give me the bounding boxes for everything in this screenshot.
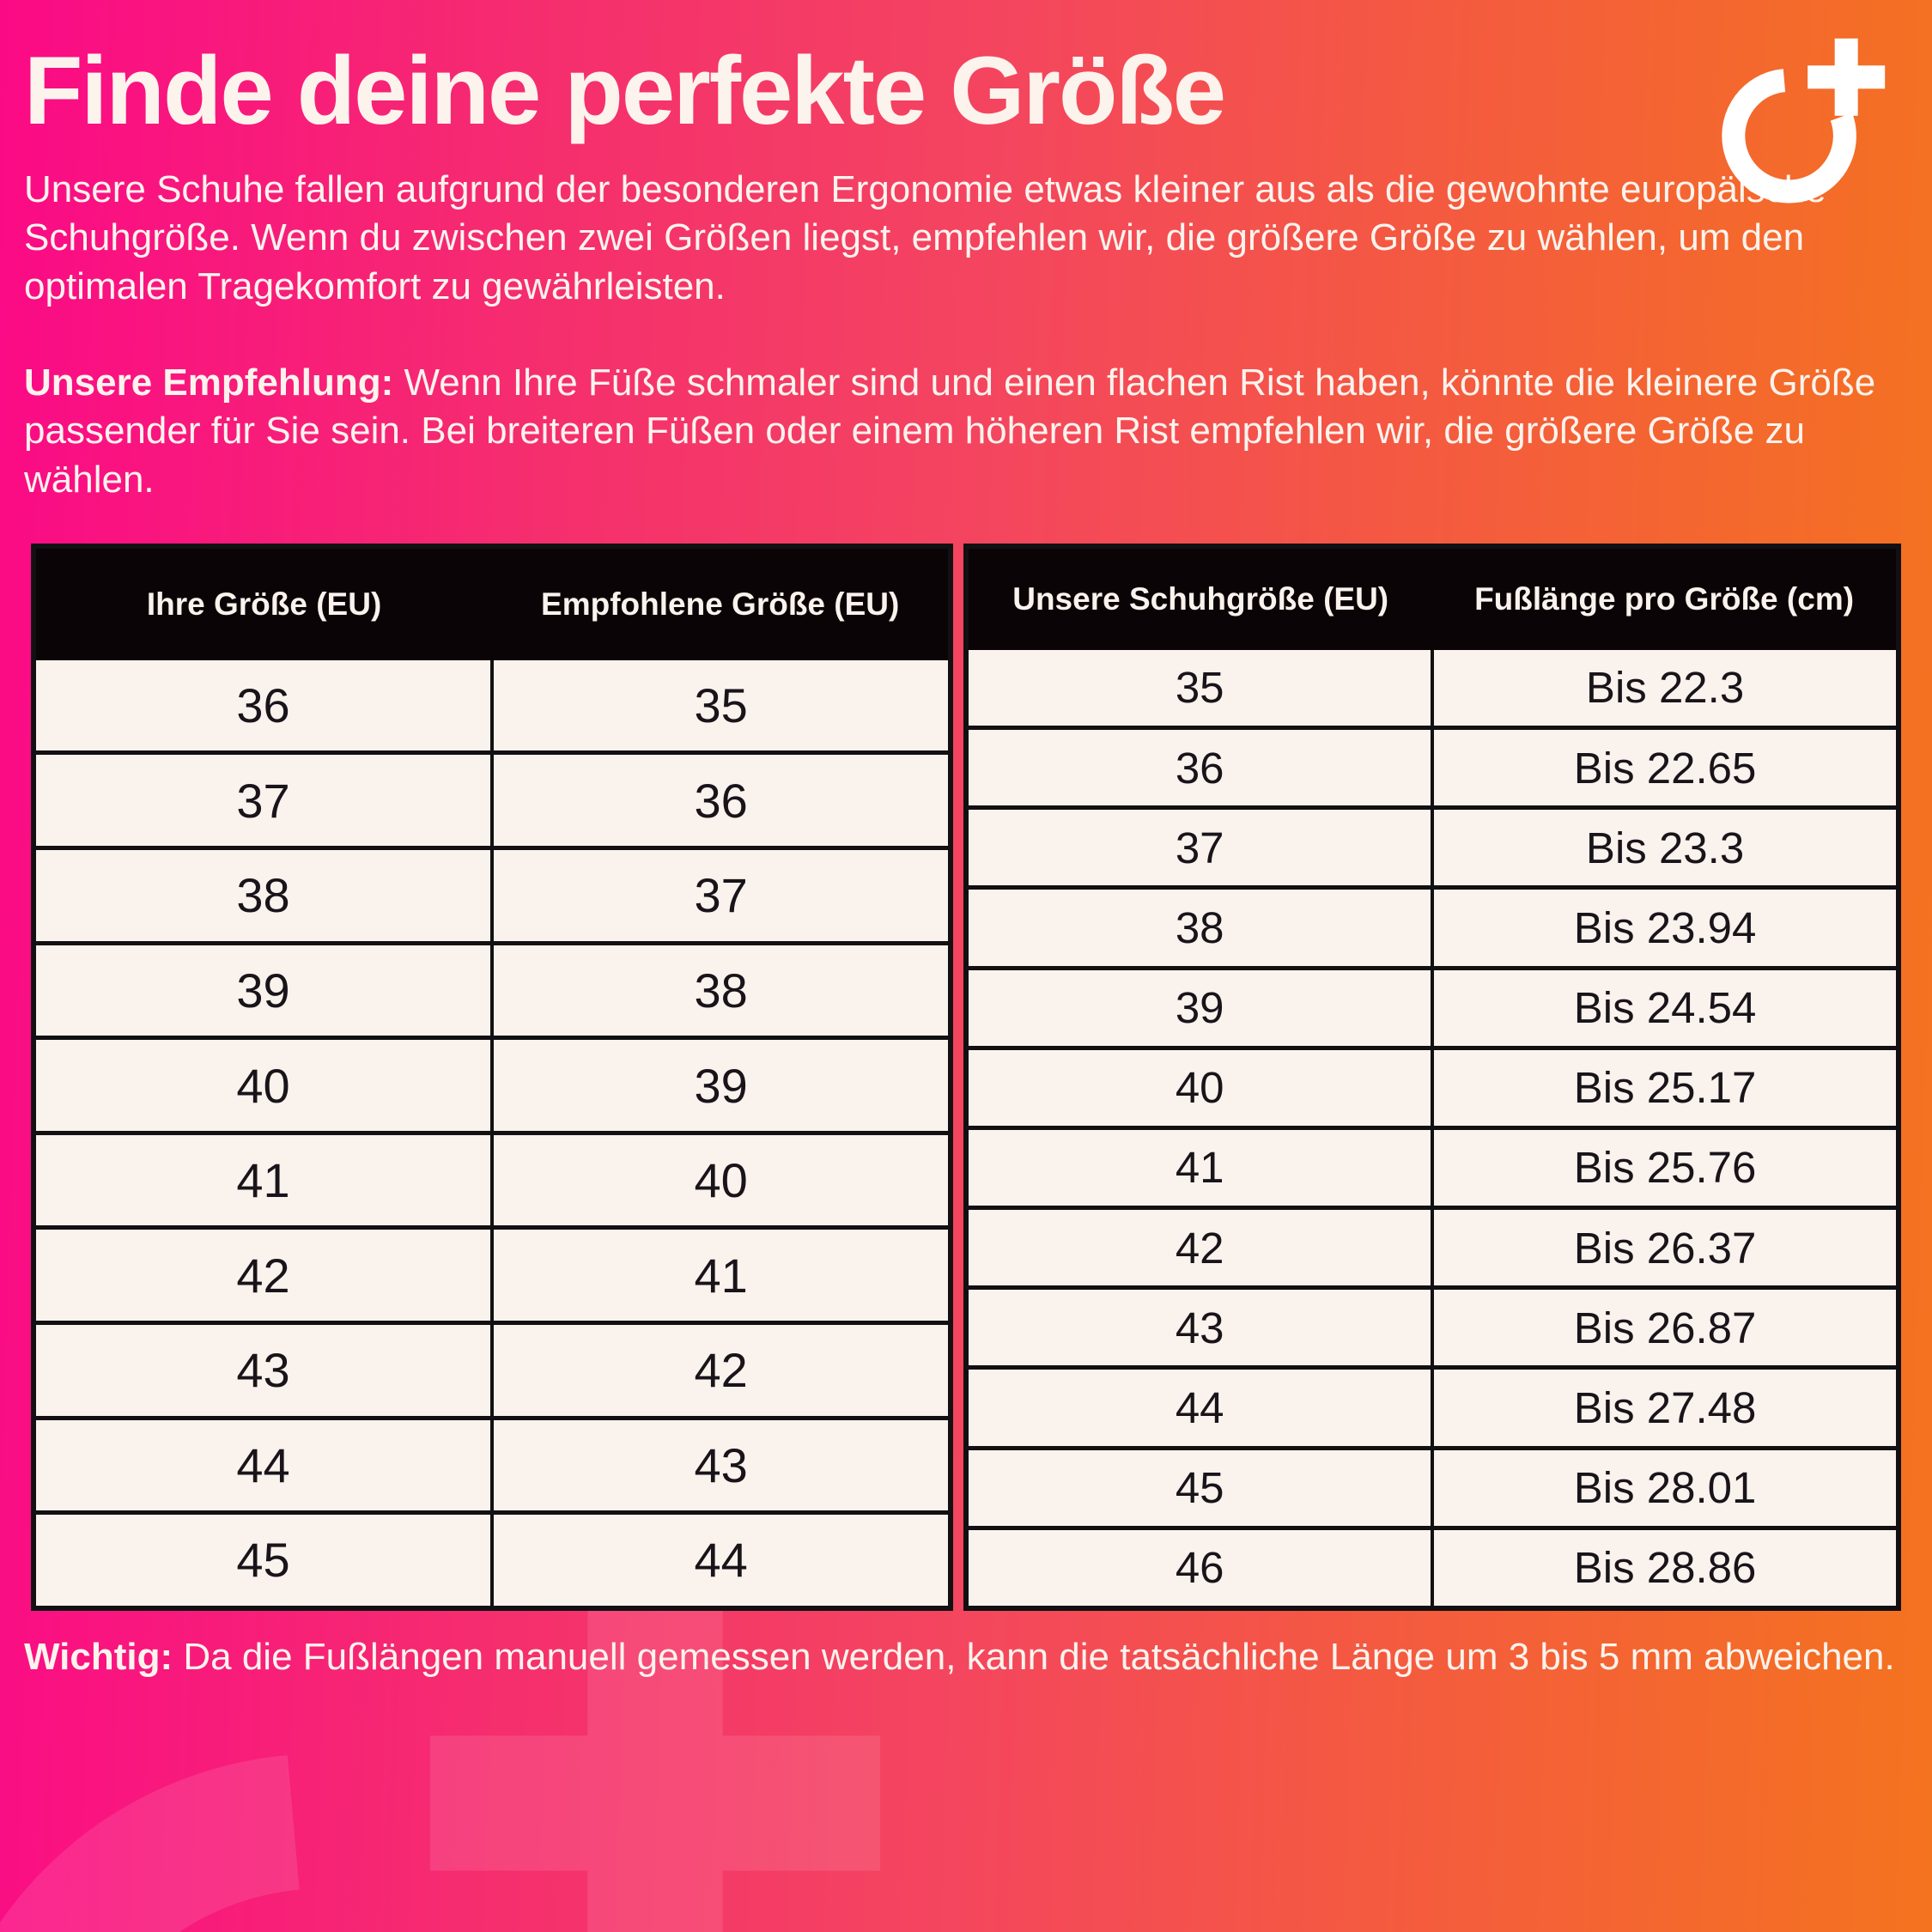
table-cell: 39 bbox=[1175, 983, 1224, 1033]
table-row: 46 Bis 28.86 bbox=[969, 1525, 1896, 1606]
table-cell: 37 bbox=[490, 850, 948, 941]
table-row: 39 38 bbox=[36, 940, 949, 1036]
foot-length-table: Unsere Schuhgröße (EU) Fußlänge pro Größ… bbox=[963, 543, 1901, 1611]
table-cell: 41 bbox=[236, 1153, 290, 1208]
table-row: 45 44 bbox=[36, 1510, 949, 1606]
table-row: 41 40 bbox=[36, 1130, 949, 1226]
table-cell: 44 bbox=[490, 1515, 948, 1606]
table-cell: 44 bbox=[1175, 1382, 1224, 1432]
column-header-recommended-size: Empfohlene Größe (EU) bbox=[541, 586, 900, 622]
recommendation-text: Wenn Ihre Füße schmaler sind und einen f… bbox=[24, 361, 1876, 501]
table-row: 43 Bis 26.87 bbox=[969, 1285, 1896, 1366]
content-area: Finde deine perfekte Größe Unsere Schuhe… bbox=[24, 37, 1908, 1681]
table-row: 37 36 bbox=[36, 750, 949, 847]
table-row: 39 Bis 24.54 bbox=[969, 965, 1896, 1046]
table-cell: Bis 25.76 bbox=[1431, 1129, 1896, 1206]
table-cell: 36 bbox=[490, 755, 948, 847]
table-cell: Bis 24.54 bbox=[1431, 969, 1896, 1046]
foot-length-table-header: Unsere Schuhgröße (EU) Fußlänge pro Größ… bbox=[969, 548, 1896, 650]
column-header-our-shoe-size: Unsere Schuhgröße (EU) bbox=[1012, 580, 1389, 617]
size-tables: Ihre Größe (EU) Empfohlene Größe (EU) 36… bbox=[31, 543, 1901, 1611]
table-cell: 40 bbox=[490, 1134, 948, 1226]
table-row: 40 39 bbox=[36, 1036, 949, 1131]
brand-circle-plus-icon bbox=[1709, 29, 1894, 215]
page-title: Finde deine perfekte Größe bbox=[24, 37, 1226, 144]
table-cell: 36 bbox=[1175, 743, 1224, 793]
table-cell: 41 bbox=[1175, 1143, 1224, 1193]
table-cell: 38 bbox=[236, 868, 290, 923]
table-cell: Bis 28.01 bbox=[1431, 1449, 1896, 1526]
table-cell: Bis 28.86 bbox=[1431, 1529, 1896, 1606]
column-header-your-size: Ihre Größe (EU) bbox=[146, 586, 382, 622]
table-cell: Bis 22.3 bbox=[1431, 649, 1896, 726]
foot-length-table-body: 35 Bis 22.3 36 Bis 22.65 37 Bis 23.3 38 Bis 23.… bbox=[969, 649, 1896, 1606]
table-row: 40 Bis 25.17 bbox=[969, 1045, 1896, 1126]
table-cell: 36 bbox=[236, 678, 290, 733]
table-row: 35 Bis 22.3 bbox=[969, 649, 1896, 726]
table-cell: 46 bbox=[1175, 1543, 1224, 1593]
table-cell: 35 bbox=[490, 659, 948, 751]
table-cell: 43 bbox=[1175, 1303, 1224, 1352]
important-note: Wichtig: Da die Fußlängen manuell gemess… bbox=[24, 1633, 1908, 1681]
table-cell: Bis 23.94 bbox=[1431, 890, 1896, 966]
important-text: Da die Fußlängen manuell gemessen werden… bbox=[173, 1635, 1895, 1678]
recommendation-label: Unsere Empfehlung: bbox=[24, 361, 394, 404]
table-cell: 40 bbox=[236, 1058, 290, 1113]
size-conversion-table-header: Ihre Größe (EU) Empfohlene Größe (EU) bbox=[36, 548, 949, 660]
table-row: 42 41 bbox=[36, 1225, 949, 1321]
table-row: 38 Bis 23.94 bbox=[969, 885, 1896, 966]
table-row: 36 Bis 22.65 bbox=[969, 726, 1896, 806]
column-header-foot-length: Fußlänge pro Größe (cm) bbox=[1474, 580, 1855, 617]
table-row: 37 Bis 23.3 bbox=[969, 805, 1896, 886]
table-cell: 41 bbox=[490, 1230, 948, 1321]
table-cell: 40 bbox=[1175, 1063, 1224, 1113]
table-cell: 43 bbox=[490, 1419, 948, 1511]
table-cell: Bis 23.3 bbox=[1431, 810, 1896, 886]
table-cell: 42 bbox=[1175, 1223, 1224, 1273]
table-cell: 39 bbox=[236, 963, 290, 1018]
table-cell: 45 bbox=[1175, 1463, 1224, 1513]
table-cell: Bis 27.48 bbox=[1431, 1370, 1896, 1446]
table-row: 36 35 bbox=[36, 659, 948, 751]
table-cell: 37 bbox=[236, 773, 290, 828]
table-cell: 38 bbox=[1175, 902, 1224, 952]
table-cell: Bis 22.65 bbox=[1431, 730, 1896, 806]
table-cell: 43 bbox=[236, 1343, 290, 1398]
table-cell: Bis 26.37 bbox=[1431, 1210, 1896, 1286]
table-cell: Bis 26.87 bbox=[1431, 1290, 1896, 1366]
table-row: 42 Bis 26.37 bbox=[969, 1206, 1896, 1286]
important-label: Wichtig: bbox=[24, 1635, 173, 1678]
table-cell: 42 bbox=[236, 1248, 290, 1303]
recommendation-paragraph: Unsere Empfehlung: Wenn Ihre Füße schmal… bbox=[24, 359, 1908, 504]
table-cell: Bis 25.17 bbox=[1431, 1049, 1896, 1126]
table-cell: 45 bbox=[236, 1533, 290, 1588]
table-cell: 39 bbox=[490, 1040, 948, 1131]
size-conversion-table: Ihre Größe (EU) Empfohlene Größe (EU) 36… bbox=[31, 543, 954, 1611]
table-cell: 37 bbox=[1175, 823, 1224, 872]
table-row: 44 Bis 27.48 bbox=[969, 1365, 1896, 1446]
table-cell: 44 bbox=[236, 1437, 290, 1492]
table-row: 43 42 bbox=[36, 1320, 949, 1416]
table-cell: 38 bbox=[490, 945, 948, 1036]
table-row: 41 Bis 25.76 bbox=[969, 1125, 1896, 1206]
size-conversion-table-body: 36 35 37 36 38 37 39 38 40 39 41 40 42 41 43 42 44 43 45 44 bbox=[36, 659, 949, 1606]
table-cell: 42 bbox=[490, 1324, 948, 1416]
table-row: 45 Bis 28.01 bbox=[969, 1445, 1896, 1526]
table-cell: 35 bbox=[1175, 663, 1224, 713]
intro-paragraph: Unsere Schuhe fallen aufgrund der besond… bbox=[24, 167, 1826, 307]
table-row: 38 37 bbox=[36, 846, 949, 941]
table-row: 44 43 bbox=[36, 1415, 949, 1511]
